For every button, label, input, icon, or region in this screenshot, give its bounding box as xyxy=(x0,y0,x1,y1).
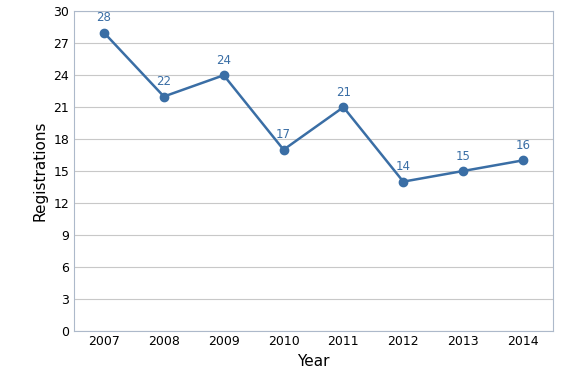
Text: 14: 14 xyxy=(396,160,411,173)
Text: 21: 21 xyxy=(336,86,351,99)
Text: 24: 24 xyxy=(216,54,231,67)
Y-axis label: Registrations: Registrations xyxy=(33,121,48,221)
Text: 16: 16 xyxy=(515,139,531,152)
Text: 22: 22 xyxy=(156,75,172,88)
Text: 28: 28 xyxy=(96,11,112,24)
Text: 15: 15 xyxy=(455,150,471,163)
X-axis label: Year: Year xyxy=(297,354,330,369)
Text: 17: 17 xyxy=(276,128,291,141)
